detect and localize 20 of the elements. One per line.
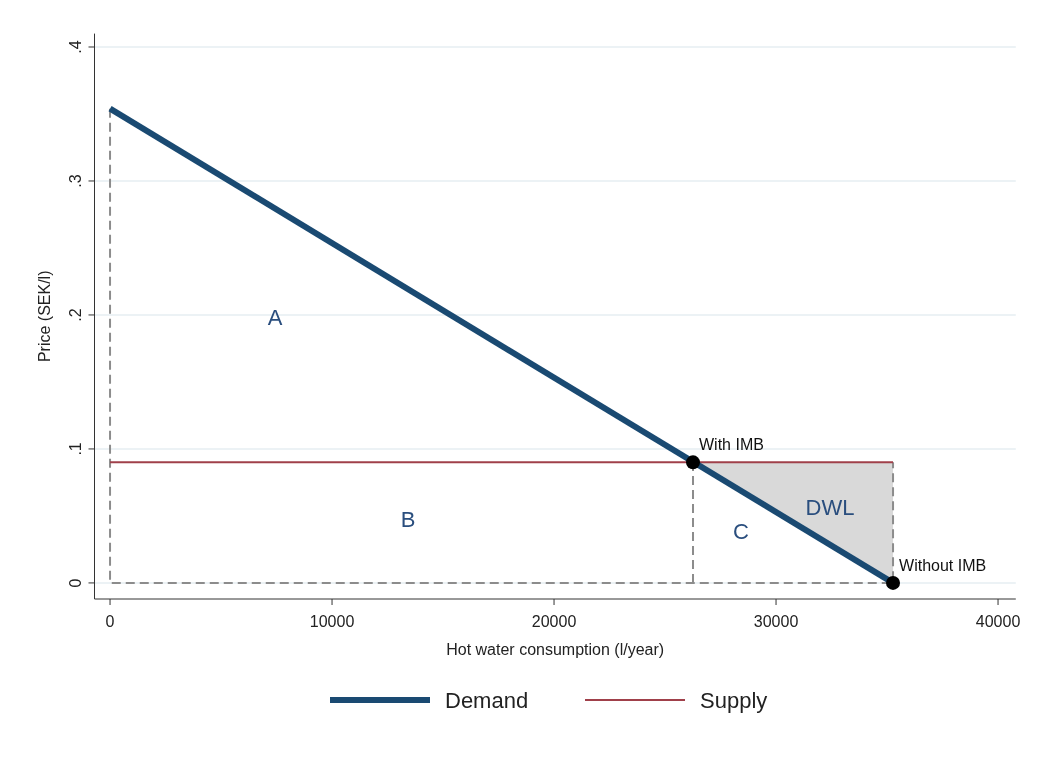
y-tick-label: 0 [66,578,84,588]
annotation: B [400,506,416,532]
y-tick-label: .3 [66,174,84,188]
y-tick-label: .4 [66,40,84,54]
x-tick-label: 30000 [753,613,799,630]
y-axis-title: Price (SEK/l) [36,270,53,363]
annotation: A [267,304,283,330]
y-tick-label: .2 [66,308,84,322]
x-tick-label: 40000 [975,613,1021,630]
legend-label: Supply [700,687,768,713]
x-tick-label: 0 [105,613,115,630]
x-tick-label: 20000 [531,613,577,630]
annotation: DWL [805,494,855,520]
annotation: Without IMB [899,556,987,574]
x-tick-label: 10000 [309,613,355,630]
x-axis-title: Hot water consumption (l/year) [446,641,665,658]
annotation: C [733,518,750,544]
annotation: With IMB [699,436,764,454]
legend-label: Demand [445,687,529,713]
y-tick-label: .1 [66,442,84,456]
